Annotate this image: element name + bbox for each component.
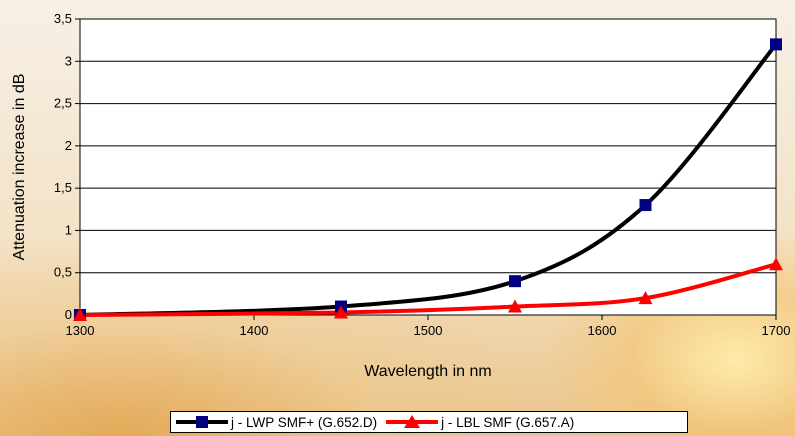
x-axis-title: Wavelength in nm (364, 363, 491, 380)
legend-swatch-lwp (176, 416, 228, 428)
legend-label-lbl: j - LBL SMF (G.657.A) (441, 414, 575, 430)
legend-item-lbl: j - LBL SMF (G.657.A) (383, 412, 574, 432)
series-line-1 (78, 262, 778, 317)
y-axis-title: Attenuation increase in dB (11, 74, 28, 261)
legend-label-lwp: j - LWP SMF+ (G.652.D) (231, 414, 378, 430)
y-tick-label: 2 (65, 138, 72, 153)
x-tick-label: 1700 (762, 323, 791, 338)
x-tick-label: 1400 (240, 323, 269, 338)
y-tick-label: 0,5 (54, 265, 72, 280)
data-point-triangle (638, 291, 653, 305)
plot-area (79, 18, 777, 316)
legend: j - LWP SMF+ (G.652.D) j - LBL SMF (G.65… (170, 411, 688, 433)
y-axis-ticks: 0 0,5 1 1,5 2 2,5 3 3,5 (54, 11, 80, 322)
data-point-triangle (769, 257, 783, 271)
x-axis-ticks: 1300 1400 1500 1600 1700 (66, 315, 791, 338)
x-tick-label: 1300 (66, 323, 95, 338)
legend-item-lwp: j - LWP SMF+ (G.652.D) (173, 412, 377, 432)
data-point-square (639, 199, 652, 212)
data-point-triangle (334, 305, 348, 319)
data-point-square (770, 38, 782, 51)
grid-lines (80, 18, 776, 274)
legend-swatch-lbl (386, 415, 439, 428)
y-tick-label: 3,5 (54, 11, 72, 26)
data-point-square (509, 275, 521, 288)
y-tick-label: 0 (65, 307, 72, 322)
y-tick-label: 1 (65, 222, 72, 237)
x-tick-label: 1600 (588, 323, 617, 338)
series-layer (73, 38, 783, 321)
y-tick-label: 2,5 (54, 96, 72, 111)
data-point-triangle (508, 299, 522, 313)
y-tick-label: 3 (65, 53, 72, 68)
x-tick-label: 1500 (414, 323, 443, 338)
data-point-triangle (73, 308, 87, 321)
y-tick-label: 1,5 (54, 180, 72, 195)
